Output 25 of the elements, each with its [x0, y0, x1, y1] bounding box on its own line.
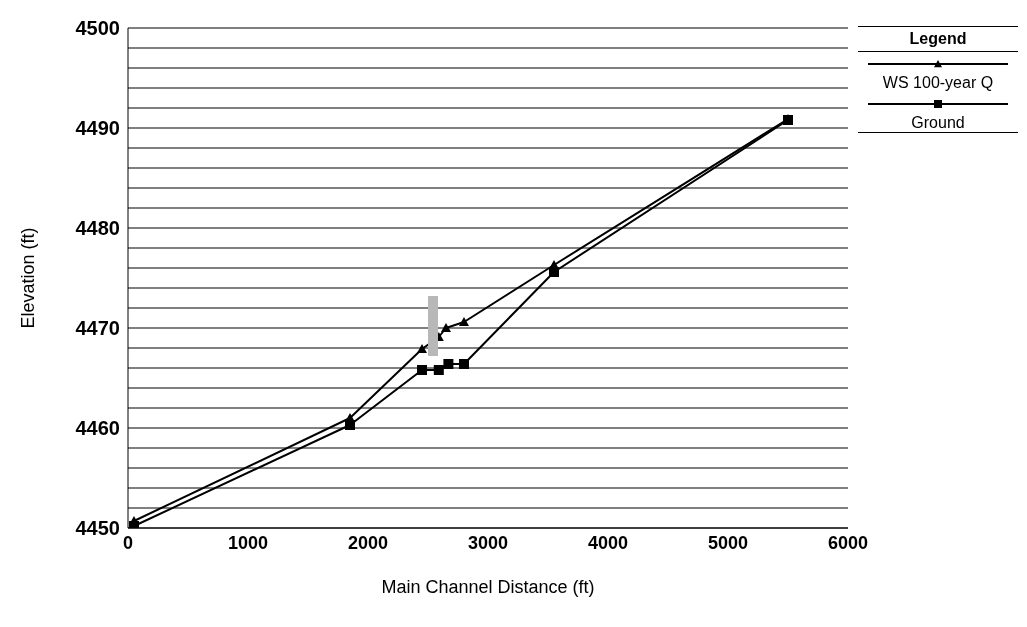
y-axis-title: Elevation (ft): [18, 227, 39, 329]
legend-label: WS 100-year Q: [881, 74, 995, 92]
point: [459, 317, 469, 326]
point: [417, 365, 427, 375]
point: [433, 365, 444, 375]
point: [417, 344, 427, 353]
point: [443, 359, 454, 369]
x-tick-label: 2000: [347, 532, 389, 553]
point: [459, 359, 469, 369]
x-axis-title: Main Channel Distance (ft): [381, 577, 595, 597]
y-tick-label: 4460: [75, 417, 120, 440]
y-tick-label: 4470: [75, 317, 120, 340]
legend-title: Legend: [858, 26, 1018, 52]
y-tick-label: 4450: [75, 517, 120, 540]
point: [441, 323, 451, 332]
y-tick-label: 4490: [75, 117, 120, 140]
y-tick-label: 4480: [75, 217, 120, 240]
x-tick-label: 5000: [707, 532, 749, 553]
legend-label: Ground: [910, 114, 966, 132]
y-tick-label: 4500: [75, 17, 120, 40]
x-tick-label: 1000: [227, 532, 269, 553]
x-tick-label: 0: [122, 532, 134, 553]
x-tick-label: 3000: [467, 532, 509, 553]
x-tick-label: 6000: [827, 532, 869, 553]
x-tick-label: 4000: [587, 532, 629, 553]
